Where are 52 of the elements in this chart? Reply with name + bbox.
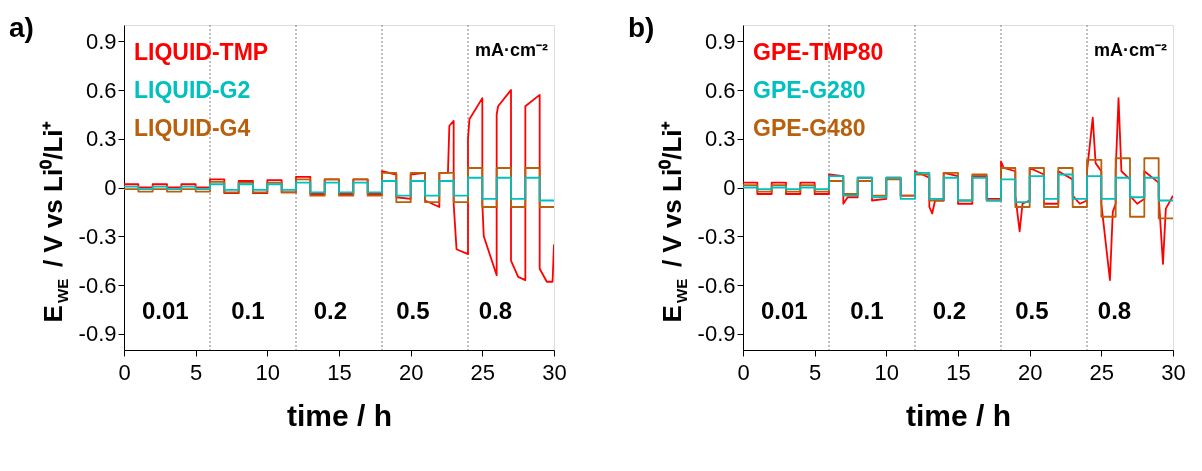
- annotation: 0.1: [850, 297, 884, 324]
- series-label: LIQUID-G4: [134, 115, 251, 141]
- annotation: 0.5: [1015, 297, 1049, 324]
- x-tick-label: 30: [1161, 359, 1186, 385]
- x-tick-label: 5: [190, 359, 203, 385]
- annotation: mA·cm⁻²: [1093, 40, 1167, 60]
- annotation: 0.01: [760, 297, 808, 324]
- annotation: 0.1: [231, 297, 265, 324]
- text: LIQUID-G2: [134, 77, 251, 103]
- text: GPE-TMP80: [753, 39, 884, 65]
- annotation: 0.8: [1097, 297, 1132, 324]
- y-tick-label: -0.6: [697, 272, 736, 298]
- annotation: 0.2: [932, 297, 967, 324]
- chart-title: a): [9, 12, 34, 43]
- x-tick-label: 20: [398, 359, 424, 385]
- x-axis-title: time / h: [905, 398, 1012, 432]
- annotation: mA·cm⁻²: [474, 40, 548, 60]
- x-tick-label: 10: [255, 359, 281, 385]
- y-tick-label: -0.9: [78, 321, 117, 347]
- y-tick-label: 0: [104, 175, 117, 200]
- x-tick-label: 5: [809, 359, 822, 385]
- x-tick-label: 30: [542, 359, 567, 385]
- text: GPE-G280: [753, 77, 866, 103]
- x-tick-label: 20: [1017, 359, 1043, 385]
- line-series: [743, 171, 1173, 204]
- y-tick-label: -0.3: [78, 223, 117, 249]
- annotation: 0.01: [141, 297, 189, 324]
- y-tick-label: 0.9: [85, 28, 117, 54]
- y-tick-label: -0.6: [78, 272, 117, 298]
- series-label: GPE-G480: [753, 115, 866, 141]
- y-tick-label: 0.3: [85, 126, 117, 152]
- annotation: 0.8: [478, 297, 513, 324]
- y-axis-title: EWE / V vs Li⁰/Li⁺: [657, 120, 690, 323]
- y-tick-label: 0.6: [704, 77, 736, 103]
- x-tick-label: 10: [874, 359, 900, 385]
- y-tick-label: 0.9: [704, 28, 736, 54]
- y-tick-label: 0.3: [704, 126, 736, 152]
- annotation: 0.5: [396, 297, 430, 324]
- x-tick-label: 15: [946, 359, 971, 385]
- x-tick-label: 25: [1089, 359, 1115, 385]
- y-tick-label: 0.6: [85, 77, 117, 103]
- y-axis-title: EWE / V vs Li⁰/Li⁺: [38, 120, 71, 323]
- line-series: [124, 176, 554, 202]
- chart-title: b): [628, 12, 655, 43]
- y-tick-label: -0.9: [697, 321, 736, 347]
- x-tick-label: 25: [470, 359, 496, 385]
- x-axis-title: time / h: [286, 398, 393, 432]
- annotation: 0.2: [313, 297, 348, 324]
- y-tick-label: -0.3: [697, 223, 736, 249]
- y-tick-label: 0: [723, 175, 736, 200]
- x-tick-label: 15: [327, 359, 352, 385]
- text: LIQUID-TMP: [134, 39, 269, 65]
